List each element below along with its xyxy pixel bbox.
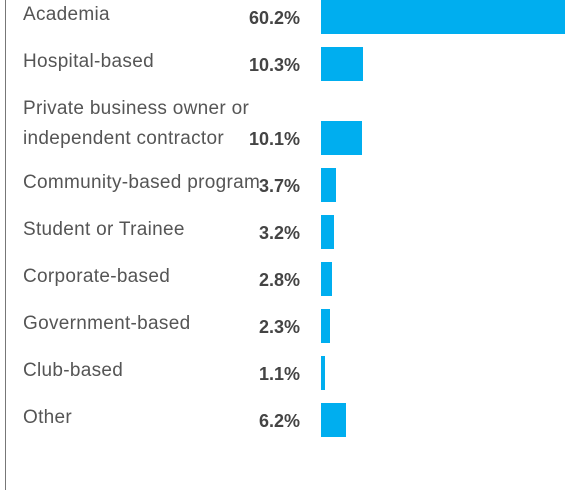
category-label: Academia bbox=[23, 4, 110, 25]
bar-row: Government-based 2.3% bbox=[0, 309, 573, 343]
bar bbox=[321, 168, 336, 202]
value-label: 6.2% bbox=[258, 411, 300, 431]
bar bbox=[321, 403, 347, 437]
bar bbox=[321, 215, 334, 249]
value-label: 1.1% bbox=[258, 364, 300, 384]
bar-row: Other 6.2% bbox=[0, 403, 573, 437]
value-label: 2.8% bbox=[258, 270, 300, 290]
bar-row: Private business owner or independent co… bbox=[0, 94, 573, 155]
category-label: Private business owner or independent co… bbox=[23, 98, 250, 149]
bar bbox=[321, 47, 363, 81]
bar-row: Academia 60.2% bbox=[0, 0, 573, 34]
category-label: Community-based program bbox=[23, 172, 261, 193]
category-label: Club-based bbox=[23, 360, 124, 381]
bar bbox=[321, 121, 362, 155]
bar bbox=[321, 309, 331, 343]
bar bbox=[321, 262, 333, 296]
value-label: 10.3% bbox=[248, 55, 300, 75]
bar bbox=[321, 0, 565, 34]
bar-row: Hospital-based 10.3% bbox=[0, 47, 573, 81]
category-label: Hospital-based bbox=[23, 51, 154, 72]
bar-row: Club-based 1.1% bbox=[0, 356, 573, 390]
bar-row: Community-based program 3.7% bbox=[0, 168, 573, 202]
category-label: Corporate-based bbox=[23, 266, 171, 287]
value-label: 3.7% bbox=[258, 176, 300, 196]
axis-line bbox=[5, 0, 6, 490]
value-label: 10.1% bbox=[248, 129, 300, 149]
bar-row: Corporate-based 2.8% bbox=[0, 262, 573, 296]
category-label: Government-based bbox=[23, 313, 191, 334]
category-label: Student or Trainee bbox=[23, 219, 185, 240]
value-label: 3.2% bbox=[258, 223, 300, 243]
value-label: 2.3% bbox=[258, 317, 300, 337]
category-label: Other bbox=[23, 407, 73, 428]
value-label: 60.2% bbox=[248, 8, 300, 28]
bar-row: Student or Trainee 3.2% bbox=[0, 215, 573, 249]
rows: Academia 60.2% Hospital-based 10.3% Private … bbox=[0, 0, 573, 437]
bar bbox=[321, 356, 326, 390]
